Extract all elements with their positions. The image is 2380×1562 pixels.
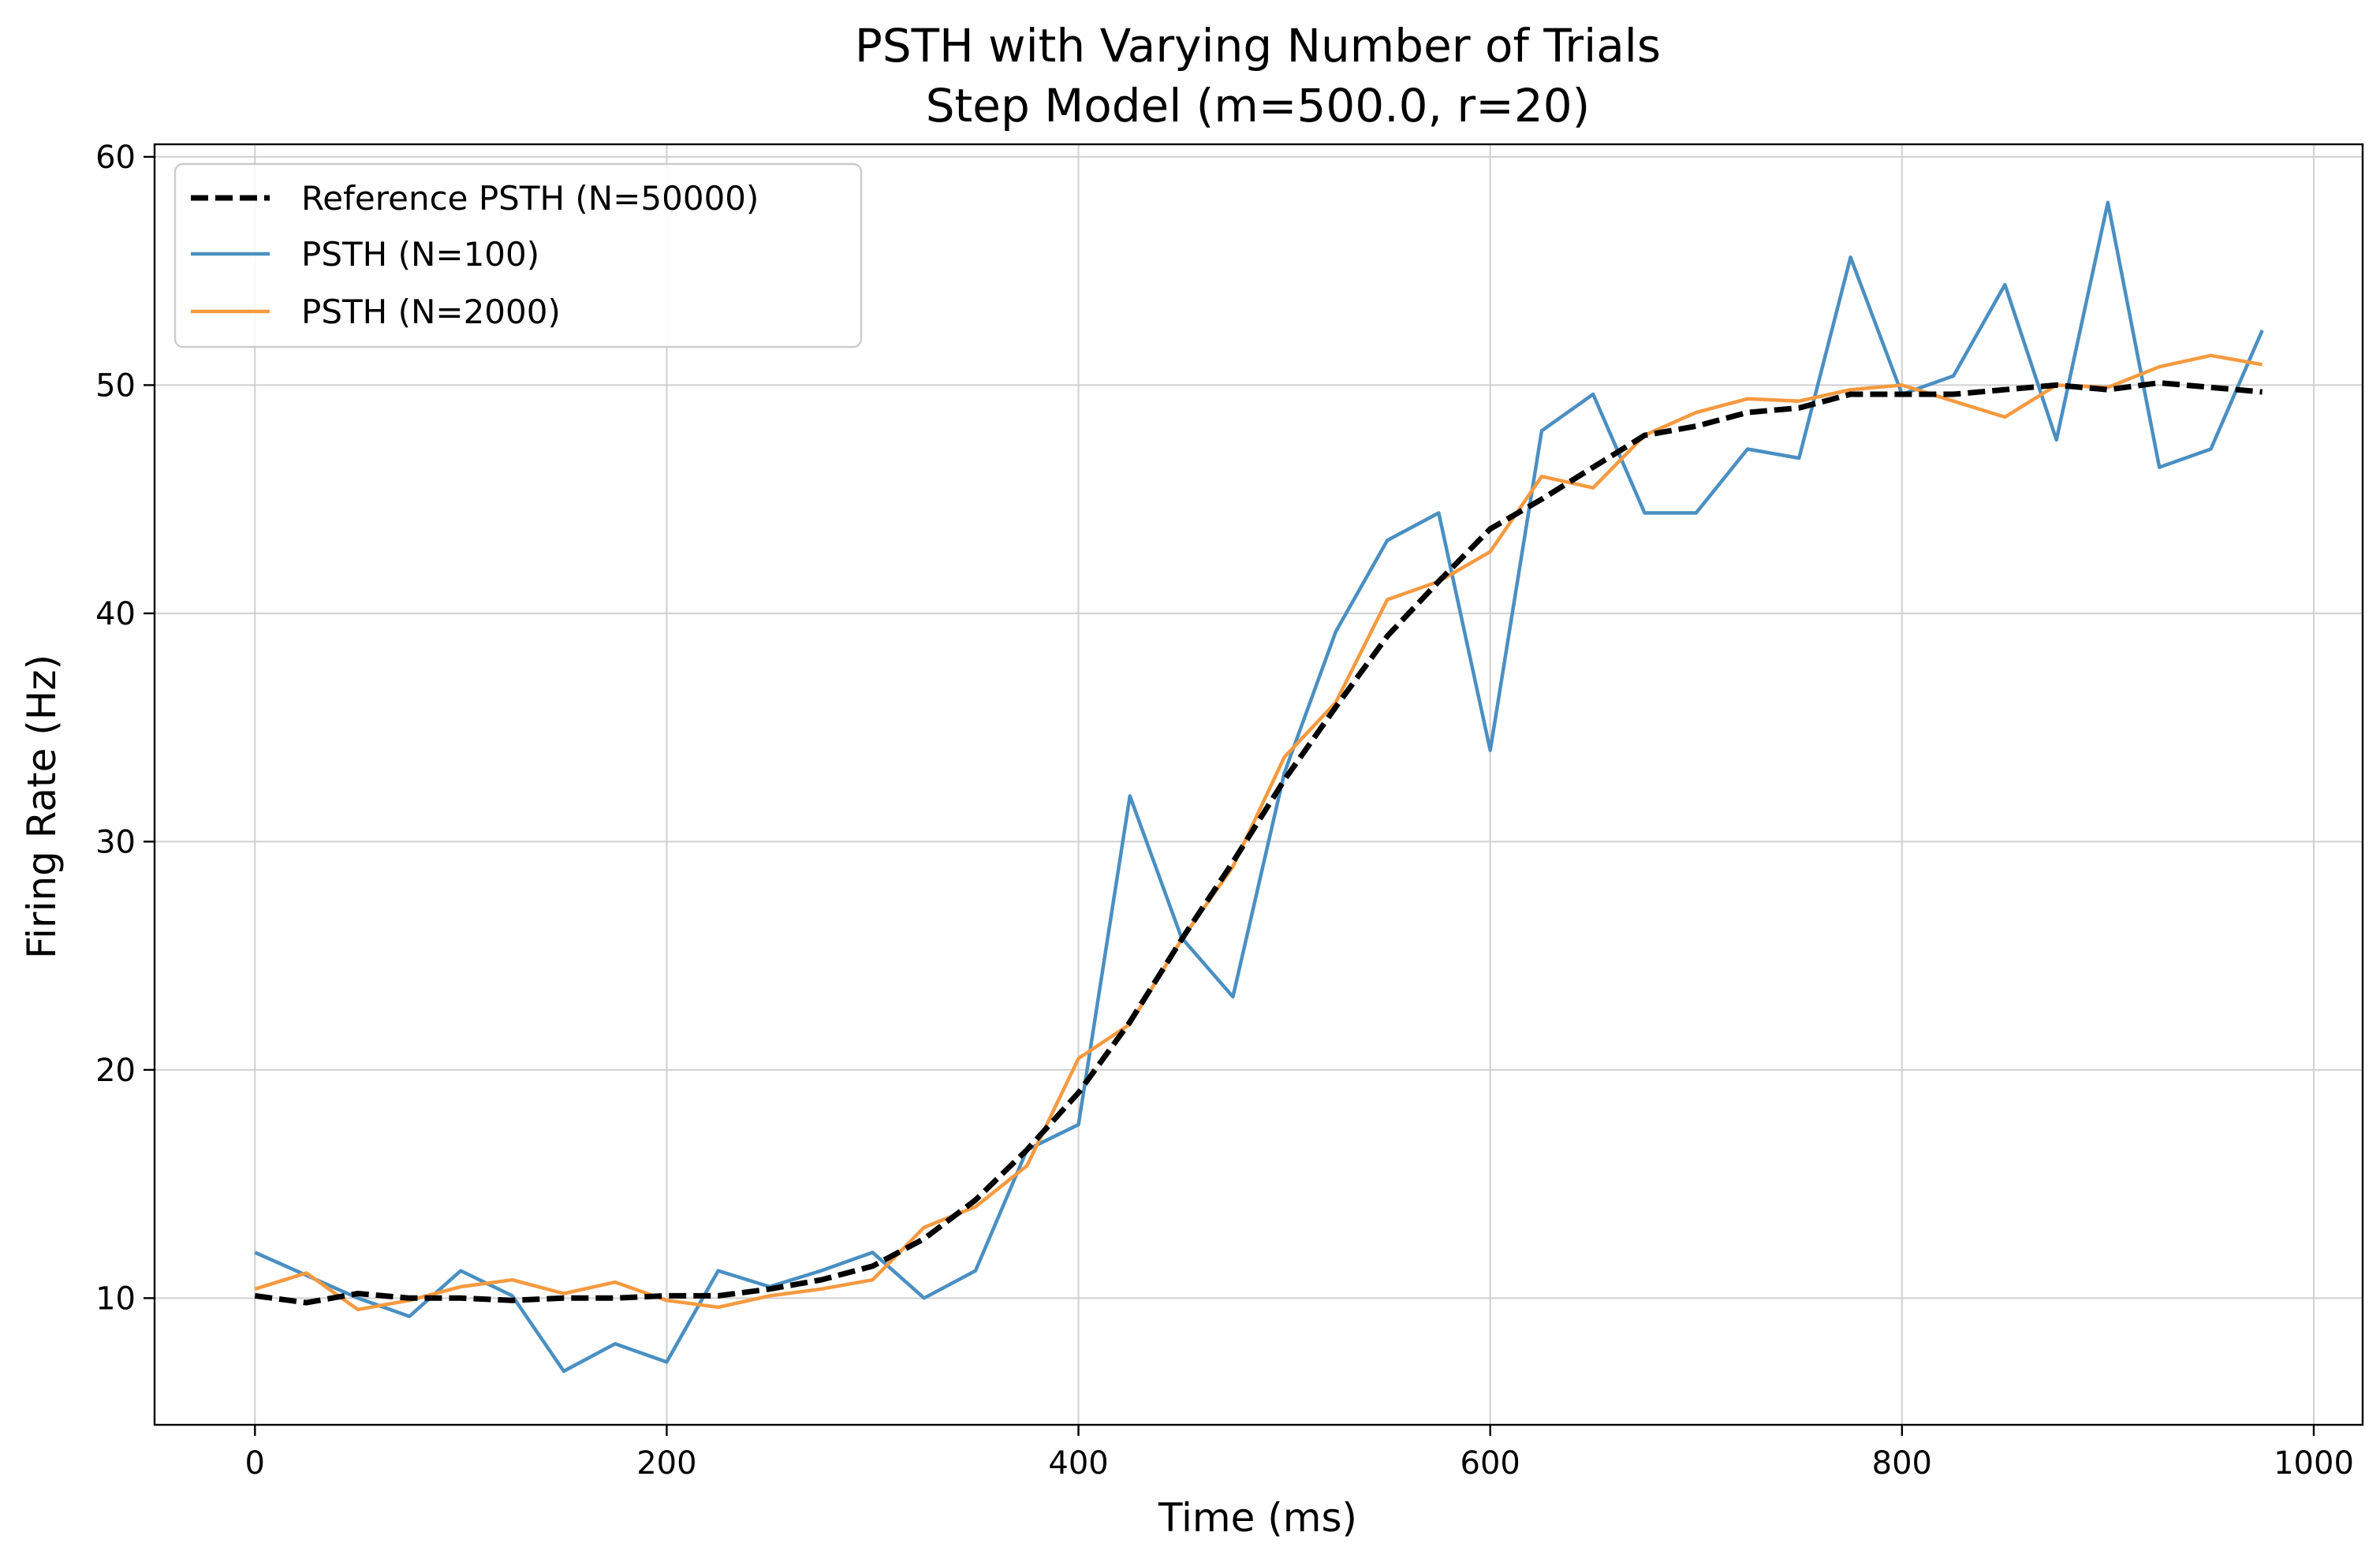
x-tick-label: 200 bbox=[636, 1445, 696, 1482]
grid bbox=[155, 144, 2363, 1425]
y-axis-label: Firing Rate (Hz) bbox=[19, 654, 65, 959]
x-tick-label: 600 bbox=[1460, 1445, 1520, 1482]
y-tick-label: 50 bbox=[95, 367, 136, 404]
y-tick-label: 30 bbox=[95, 824, 136, 860]
series-line-n100 bbox=[254, 200, 2264, 1374]
y-tick-label: 10 bbox=[95, 1281, 136, 1317]
y-tick-label: 20 bbox=[95, 1053, 136, 1089]
legend: Reference PSTH (N=50000) PSTH (N=100) PS… bbox=[173, 162, 863, 349]
legend-label-reference: Reference PSTH (N=50000) bbox=[301, 179, 759, 218]
x-axis-label: Time (ms) bbox=[1158, 1495, 1357, 1541]
legend-label-n100: PSTH (N=100) bbox=[301, 235, 539, 274]
x-tick-label: 800 bbox=[1872, 1445, 1932, 1482]
y-tick-label: 60 bbox=[95, 140, 136, 176]
x-tick-label: 400 bbox=[1048, 1445, 1108, 1482]
x-tick-label: 1000 bbox=[2274, 1445, 2354, 1482]
y-axis-ticks: 10 20 30 40 50 60 bbox=[95, 140, 155, 1317]
series-line-reference bbox=[254, 380, 2263, 1306]
x-axis-ticks: 0 200 400 600 800 1000 bbox=[245, 1425, 2354, 1482]
series-lines bbox=[254, 200, 2264, 1374]
legend-frame bbox=[173, 162, 863, 349]
y-tick-label: 40 bbox=[95, 596, 136, 632]
plot-frame bbox=[153, 143, 2364, 1426]
chart-subtitle: Step Model (m=500.0, r=20) bbox=[926, 79, 1591, 132]
x-tick-label: 0 bbox=[245, 1445, 265, 1482]
chart-title: PSTH with Varying Number of Trials bbox=[855, 19, 1661, 73]
legend-label-n2000: PSTH (N=2000) bbox=[301, 293, 561, 331]
